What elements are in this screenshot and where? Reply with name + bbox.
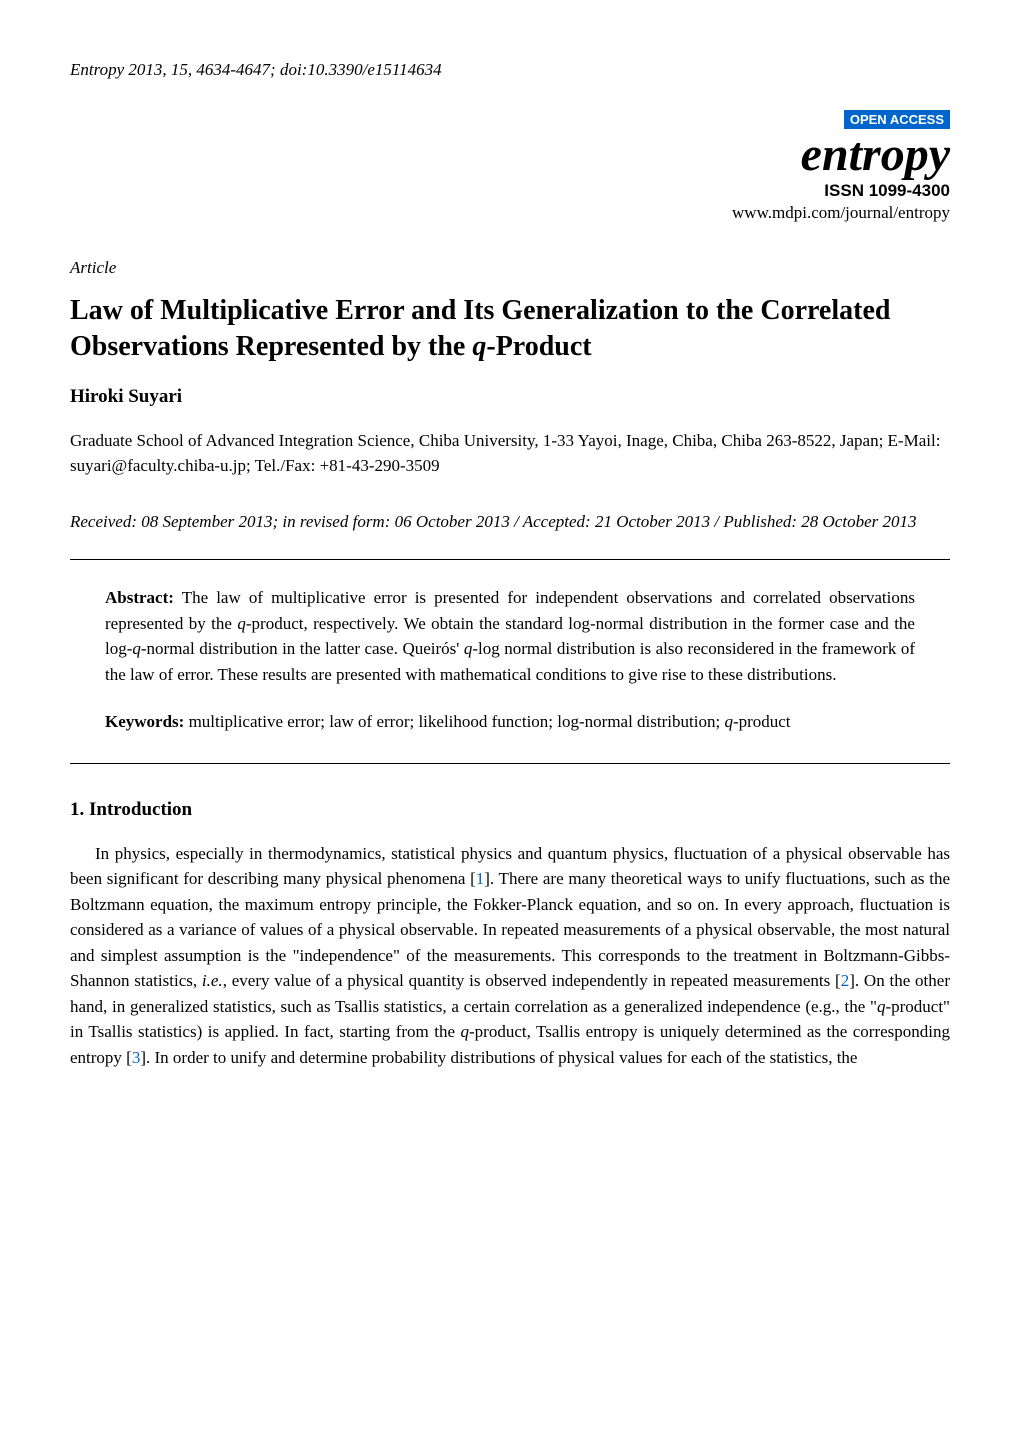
intro-paragraph: In physics, especially in thermodynamics… bbox=[70, 841, 950, 1071]
intro-q2: q bbox=[461, 1022, 470, 1041]
keywords-p2: -product bbox=[733, 712, 791, 731]
keywords-p1: multiplicative error; law of error; like… bbox=[184, 712, 724, 731]
abstract-text: Abstract: The law of multiplicative erro… bbox=[105, 585, 915, 687]
keywords-text: Keywords: multiplicative error; law of e… bbox=[105, 707, 915, 738]
intro-p3: , every value of a physical quantity is … bbox=[223, 971, 841, 990]
title-q: q bbox=[472, 331, 486, 362]
author-affiliation: Graduate School of Advanced Integration … bbox=[70, 428, 950, 479]
ref-2[interactable]: 2 bbox=[841, 971, 850, 990]
divider-top bbox=[70, 559, 950, 560]
journal-name: entropy bbox=[70, 131, 950, 179]
citation-header: Entropy 2013, 15, 4634-4647; doi:10.3390… bbox=[70, 60, 950, 80]
abstract-q2: q bbox=[132, 639, 141, 658]
intro-ie: i.e. bbox=[202, 971, 223, 990]
article-title: Law of Multiplicative Error and Its Gene… bbox=[70, 293, 950, 366]
abstract-block: Abstract: The law of multiplicative erro… bbox=[70, 585, 950, 738]
issn-label: ISSN 1099-4300 bbox=[70, 181, 950, 201]
journal-citation: Entropy 2013, 15, 4634-4647; doi:10.3390… bbox=[70, 60, 442, 79]
title-part2: -Product bbox=[486, 331, 591, 362]
abstract-label: Abstract: bbox=[105, 588, 174, 607]
abstract-q1: q bbox=[237, 614, 246, 633]
divider-bottom bbox=[70, 763, 950, 764]
keywords-q: q bbox=[724, 712, 733, 731]
author-name: Hiroki Suyari bbox=[70, 386, 950, 408]
journal-block: OPEN ACCESS entropy ISSN 1099-4300 www.m… bbox=[70, 110, 950, 223]
publication-dates: Received: 08 September 2013; in revised … bbox=[70, 509, 950, 535]
keywords-label: Keywords: bbox=[105, 712, 184, 731]
abstract-p3: -normal distribution in the latter case.… bbox=[141, 639, 464, 658]
ref-1[interactable]: 1 bbox=[476, 869, 485, 888]
article-type: Article bbox=[70, 258, 950, 278]
journal-url: www.mdpi.com/journal/entropy bbox=[70, 203, 950, 223]
intro-p7: ]. In order to unify and determine proba… bbox=[140, 1048, 857, 1067]
intro-heading: 1. Introduction bbox=[70, 799, 950, 821]
open-access-badge: OPEN ACCESS bbox=[844, 110, 950, 129]
